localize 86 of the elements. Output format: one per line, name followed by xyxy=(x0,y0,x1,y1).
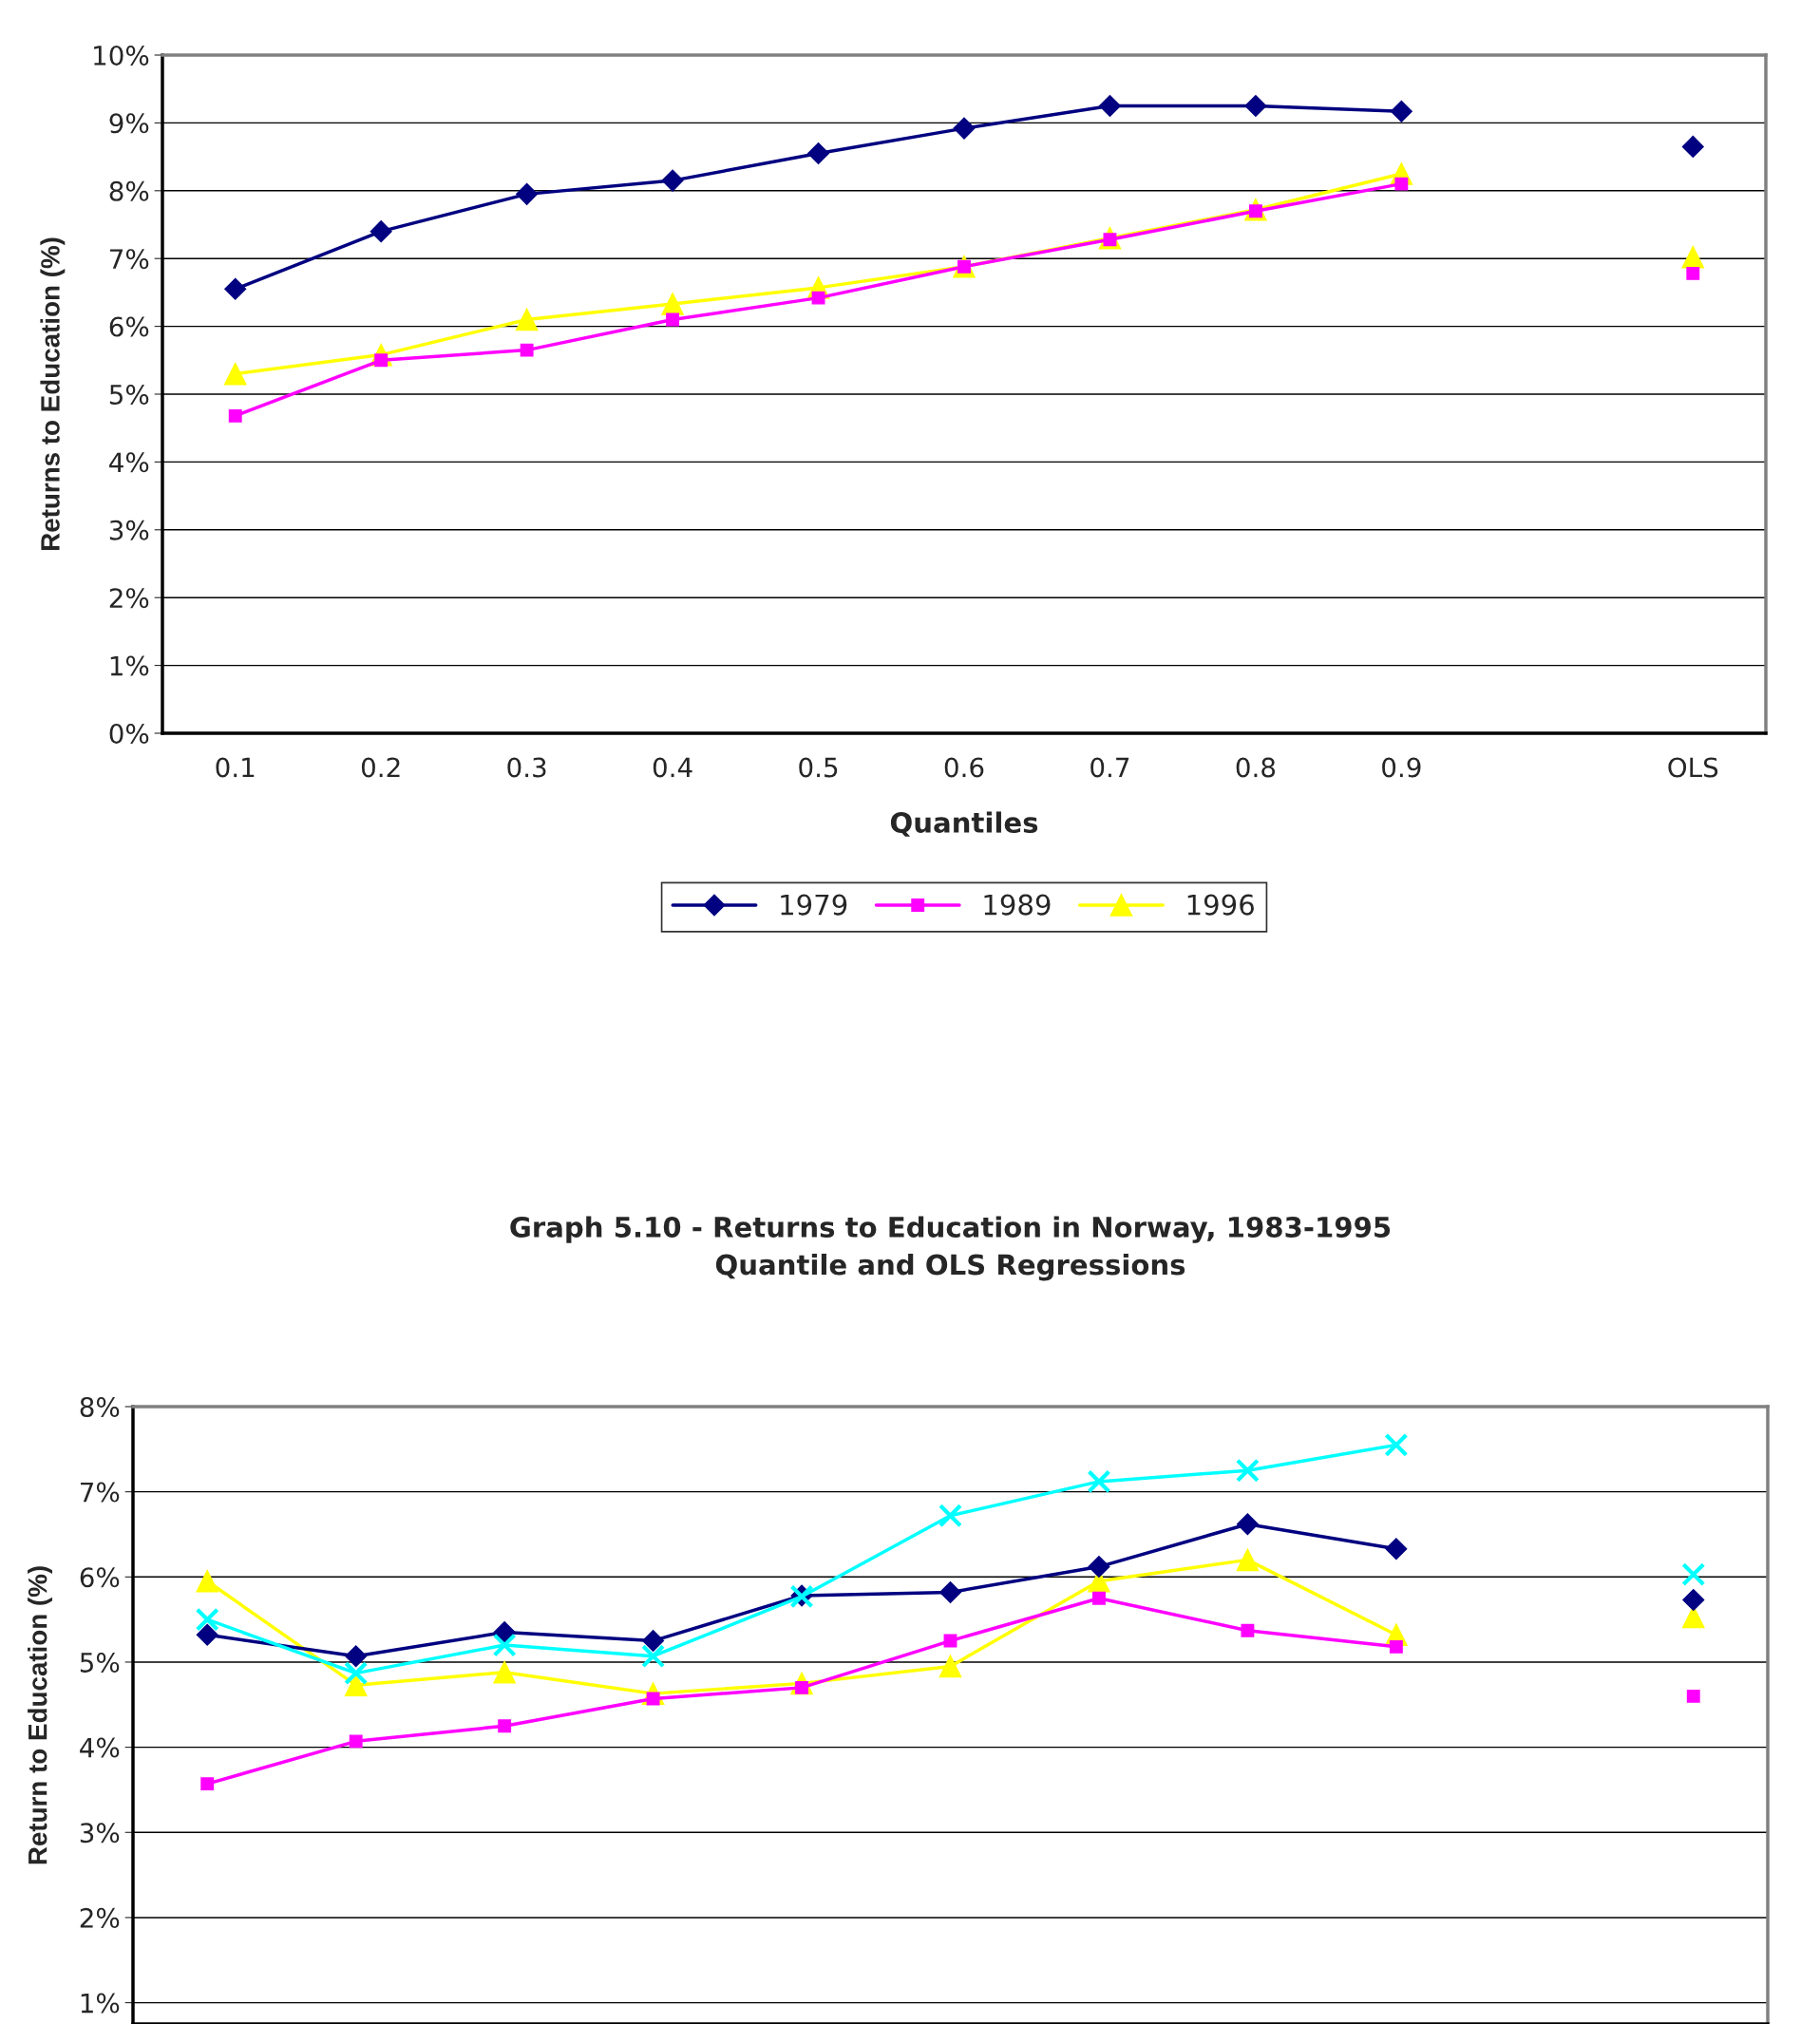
point xyxy=(939,1580,961,1603)
y-tick-label: 0% xyxy=(109,723,149,744)
point xyxy=(370,220,392,243)
point xyxy=(1394,177,1409,191)
y-tick-label: 3% xyxy=(109,520,149,540)
x-tick-label: 0.2 xyxy=(361,757,400,778)
y-tick-label: 5% xyxy=(109,384,149,405)
y-tick-label: 7% xyxy=(110,249,149,270)
y-tick-label: 1% xyxy=(81,1993,120,2014)
y-tick-label: 9% xyxy=(109,113,149,134)
point xyxy=(492,1633,517,1657)
legend-label: 1996 xyxy=(1187,894,1254,916)
point xyxy=(345,1645,368,1668)
point xyxy=(196,1569,219,1593)
point xyxy=(1236,1548,1260,1572)
y-tick-label: 7% xyxy=(81,1482,120,1503)
point xyxy=(1236,1513,1259,1536)
point xyxy=(1389,1639,1403,1654)
point xyxy=(642,1630,665,1653)
point xyxy=(520,343,534,357)
point xyxy=(349,1734,363,1749)
y-tick-label: 8% xyxy=(80,1396,120,1417)
point xyxy=(938,1504,963,1528)
point xyxy=(661,293,684,315)
x-axis-title: Quantiles xyxy=(890,811,1038,837)
point xyxy=(344,1661,369,1686)
point xyxy=(1088,1556,1110,1579)
point xyxy=(953,117,976,140)
point xyxy=(1241,1623,1255,1637)
point xyxy=(1682,1589,1705,1612)
x-tick-label: OLS xyxy=(1668,757,1718,778)
point xyxy=(811,291,825,305)
point xyxy=(515,308,539,331)
point xyxy=(1092,1591,1106,1605)
point xyxy=(666,312,680,327)
point xyxy=(344,1674,368,1696)
point xyxy=(223,362,247,386)
y-axis-title: Return to Education (%) xyxy=(28,1566,52,1864)
chart-title: Graph 5.10 - Returns to Education in Norway, 1983-1995 Quantile and OLS Regressions xyxy=(510,1216,1391,1281)
point xyxy=(1384,1432,1409,1457)
point xyxy=(228,408,242,423)
y-tick-label: 5% xyxy=(80,1652,120,1673)
x-tick-label: 0.1 xyxy=(216,757,255,778)
point xyxy=(1686,266,1700,280)
point xyxy=(196,1623,218,1646)
point xyxy=(493,1660,516,1684)
point xyxy=(661,169,684,192)
x-tick-label: 0.9 xyxy=(1382,757,1421,778)
point xyxy=(195,1607,219,1632)
y-axis-title: Returns to Education (%) xyxy=(40,237,66,551)
point xyxy=(516,182,539,205)
point xyxy=(200,1777,215,1791)
point xyxy=(1681,245,1705,269)
point xyxy=(1235,1458,1260,1483)
y-tick-label: 10% xyxy=(94,45,149,66)
x-tick-label: 0.7 xyxy=(1090,757,1129,778)
point xyxy=(641,1644,666,1669)
point xyxy=(1098,95,1121,118)
point xyxy=(224,277,247,300)
x-tick-label: 0.8 xyxy=(1236,757,1276,778)
point xyxy=(938,1655,962,1678)
y-tick-label: 6% xyxy=(109,316,149,337)
legend-label: 1979 xyxy=(781,894,847,916)
y-tick-label: 3% xyxy=(80,1823,120,1844)
point xyxy=(1087,1469,1111,1494)
point xyxy=(1686,1689,1700,1703)
x-tick-label: 0.6 xyxy=(944,757,984,778)
point xyxy=(498,1719,512,1733)
point xyxy=(1681,135,1704,158)
y-tick-label: 4% xyxy=(80,1737,120,1758)
point xyxy=(1390,100,1412,123)
y-tick-label: 8% xyxy=(109,180,149,201)
y-tick-label: 2% xyxy=(109,588,149,609)
point xyxy=(807,142,830,165)
legend-label: 1989 xyxy=(984,894,1051,916)
point xyxy=(1681,1562,1706,1587)
y-tick-label: 1% xyxy=(110,655,149,676)
y-tick-label: 2% xyxy=(80,1907,120,1928)
point xyxy=(1385,1538,1408,1561)
point xyxy=(1244,95,1267,118)
x-tick-label: 0.4 xyxy=(653,757,692,778)
y-tick-label: 6% xyxy=(80,1567,120,1588)
x-tick-label: 0.3 xyxy=(507,757,546,778)
point xyxy=(493,1621,516,1644)
y-tick-label: 4% xyxy=(109,452,149,473)
x-tick-label: 0.5 xyxy=(799,757,838,778)
